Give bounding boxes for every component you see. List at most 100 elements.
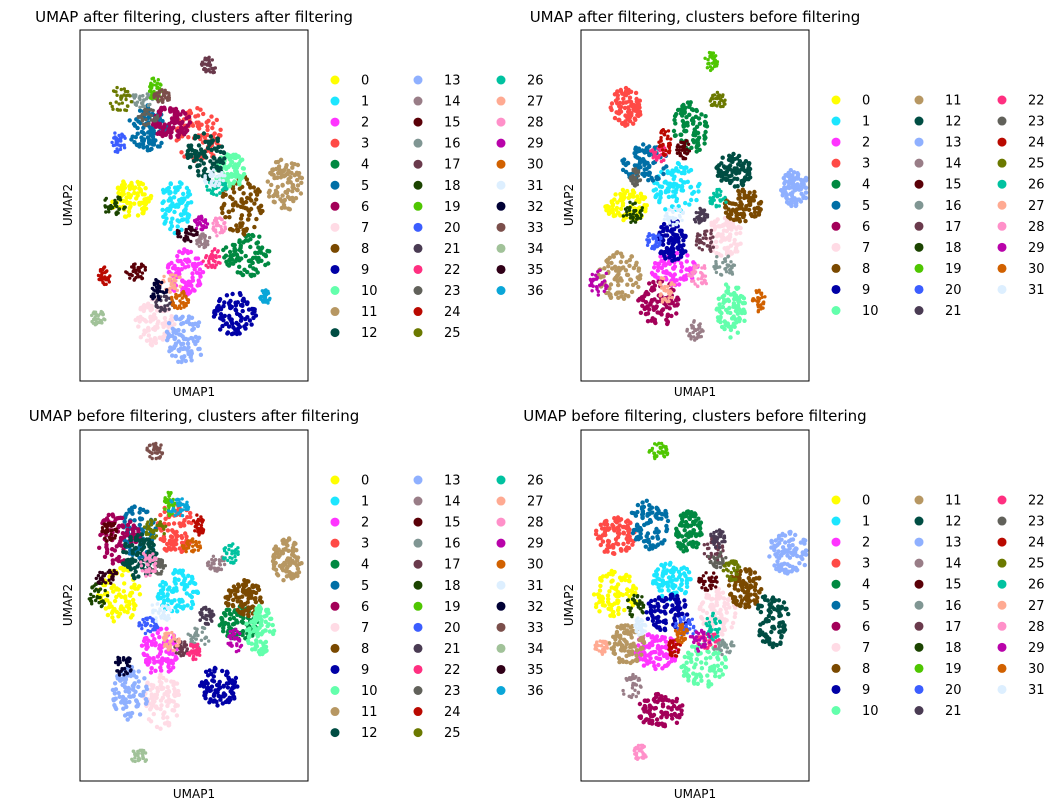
- scatter-point-cluster-0: [109, 585, 114, 591]
- scatter-point-cluster-23: [633, 176, 637, 180]
- scatter-point-cluster-3: [621, 96, 626, 102]
- scatter-point-cluster-26: [205, 184, 209, 189]
- scatter-point-cluster-1: [195, 590, 200, 595]
- scatter-point-cluster-5: [644, 166, 649, 172]
- scatter-point-cluster-2: [679, 261, 684, 266]
- scatter-point-cluster-5: [160, 118, 165, 124]
- scatter-point-cluster-22: [654, 155, 658, 159]
- scatter-point-cluster-18: [639, 213, 644, 217]
- scatter-point-cluster-25: [720, 94, 724, 99]
- legend-label-25: 25: [1028, 157, 1045, 172]
- scatter-point-cluster-19: [156, 78, 160, 82]
- scatter-point-cluster-0: [122, 214, 128, 219]
- scatter-point-cluster-13: [185, 341, 191, 346]
- legend-label-1: 1: [361, 95, 369, 110]
- scatter-point-cluster-3: [633, 117, 638, 123]
- scatter-point-cluster-18: [632, 209, 636, 213]
- scatter-point-cluster-5: [141, 145, 146, 150]
- scatter-point-cluster-4: [689, 145, 694, 150]
- scatter-point-cluster-6: [175, 128, 181, 134]
- legend-label-12: 12: [945, 115, 962, 130]
- scatter-point-cluster-13: [803, 190, 809, 195]
- scatter-point-cluster-17: [701, 236, 705, 240]
- scatter-point-cluster-12: [198, 147, 204, 152]
- scatter-point-cluster-16: [723, 259, 728, 263]
- scatter-point-cluster-13: [179, 321, 184, 327]
- scatter-point-cluster-15: [130, 273, 134, 278]
- scatter-point-cluster-13: [166, 321, 172, 326]
- scatter-point-cluster-11: [598, 275, 603, 280]
- scatter-point-cluster-20: [118, 137, 122, 141]
- scatter-point-cluster-17: [200, 63, 204, 67]
- scatter-point-cluster-0: [106, 605, 112, 610]
- scatter-point-cluster-2: [188, 289, 193, 295]
- scatter-point-cluster-25: [715, 90, 720, 95]
- scatter-point-cluster-8: [254, 216, 259, 222]
- scatter-point-cluster-34: [103, 318, 107, 322]
- scatter-point-cluster-5: [638, 158, 644, 163]
- scatter-point-cluster-6: [644, 289, 649, 295]
- scatter-point-cluster-9: [246, 307, 252, 312]
- scatter-point-cluster-0: [135, 193, 140, 198]
- scatter-point-cluster-28: [703, 274, 708, 278]
- scatter-point-cluster-0: [139, 206, 145, 212]
- scatter-point-cluster-9: [240, 308, 245, 314]
- scatter-point-cluster-19: [153, 79, 157, 83]
- legend-marker-34: [496, 243, 506, 253]
- legend-label-34: 34: [527, 242, 544, 257]
- scatter-point-cluster-28: [694, 266, 698, 270]
- scatter-point-cluster-7: [712, 219, 717, 224]
- scatter-point-cluster-1: [666, 194, 672, 200]
- scatter-point-cluster-24: [667, 142, 671, 146]
- scatter-point-cluster-2: [145, 658, 151, 663]
- scatter-point-cluster-27: [661, 276, 666, 281]
- scatter-point-cluster-18: [625, 213, 629, 217]
- scatter-point-cluster-3: [638, 112, 643, 117]
- scatter-point-cluster-22: [218, 261, 222, 265]
- scatter-point-cluster-11: [287, 207, 292, 212]
- scatter-point-cluster-0: [148, 196, 153, 201]
- scatter-point-cluster-2: [190, 271, 195, 276]
- scatter-point-cluster-26: [711, 195, 716, 199]
- scatter-point-cluster-9: [230, 321, 235, 326]
- scatter-point-cluster-31: [665, 211, 669, 215]
- scatter-point-cluster-18: [113, 198, 117, 203]
- scatter-point-cluster-9: [240, 302, 245, 308]
- scatter-point-cluster-32: [158, 289, 162, 293]
- legend-marker-0: [831, 95, 841, 105]
- scatter-point-cluster-4: [694, 107, 699, 113]
- scatter-point-cluster-0: [143, 206, 149, 211]
- scatter-point-cluster-4: [247, 264, 253, 269]
- scatter-point-cluster-3: [206, 118, 211, 124]
- scatter-point-cluster-22: [651, 156, 655, 160]
- scatter-point-cluster-17: [705, 244, 709, 248]
- scatter-point-cluster-8: [244, 592, 249, 597]
- scatter-point-cluster-28: [700, 274, 704, 279]
- scatter-point-cluster-11: [286, 177, 291, 182]
- scatter-point-cluster-1: [653, 193, 659, 198]
- legend-marker-6: [330, 201, 340, 211]
- scatter-point-cluster-11: [276, 164, 282, 169]
- legend-label-4: 4: [862, 178, 870, 193]
- scatter-point-cluster-1: [673, 168, 678, 173]
- scatter-point-cluster-10: [226, 154, 231, 159]
- scatter-point-cluster-15: [143, 268, 147, 272]
- legend-label-14: 14: [444, 95, 461, 110]
- scatter-point-cluster-12: [716, 169, 721, 175]
- scatter-point-cluster-16: [726, 254, 730, 258]
- scatter-point-cluster-0: [637, 197, 642, 203]
- scatter-point-cluster-6: [657, 310, 662, 315]
- scatter-point-cluster-5: [650, 178, 656, 183]
- scatter-point-cluster-7: [153, 340, 159, 346]
- scatter-point-cluster-2: [150, 633, 155, 638]
- scatter-point-cluster-13: [171, 345, 177, 351]
- scatter-point-cluster-15: [683, 148, 687, 152]
- scatter-point-cluster-2: [153, 668, 158, 673]
- scatter-point-cluster-23: [633, 184, 637, 188]
- scatter-point-cluster-4: [690, 121, 696, 126]
- legend-marker-17: [413, 159, 423, 169]
- scatter-point-cluster-2: [679, 269, 684, 274]
- legend-marker-24: [997, 137, 1007, 147]
- scatter-point-cluster-6: [173, 107, 178, 112]
- scatter-point-cluster-12: [192, 151, 198, 156]
